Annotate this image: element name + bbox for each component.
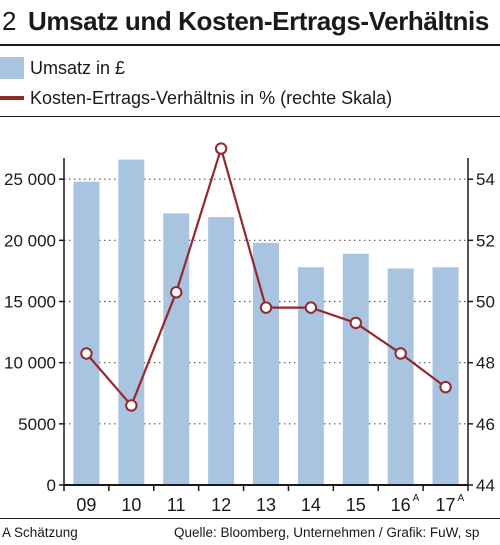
y-left-tick-label: 10 000 (4, 354, 56, 373)
bar (118, 159, 145, 486)
x-tick-label: 12 (211, 495, 231, 515)
legend-bar-swatch (0, 57, 24, 79)
x-tick-label: 09 (76, 495, 96, 515)
legend-divider (0, 116, 500, 117)
x-tick-label: 15 (346, 495, 366, 515)
bar (432, 267, 459, 485)
combo-chart: 0 5000 10 000 15 000 20 000 25 000 44 46 48 50 52 5… (4, 142, 495, 515)
legend-line-series: Kosten-Ertrags-Verhältnis in % (rechte S… (0, 84, 392, 112)
x-tick-superscript: A (413, 493, 420, 504)
legend-bar-label: Umsatz in £ (30, 57, 126, 78)
bar (253, 242, 279, 485)
legend-bar-series: Umsatz in £ (0, 54, 125, 82)
y-left-tick-label: 0 (47, 476, 56, 495)
legend-line-swatch (0, 96, 24, 100)
line-point (349, 316, 362, 330)
x-tick-label: 13 (256, 495, 276, 515)
line-point (394, 347, 407, 360)
x-tick-superscript: A (458, 493, 465, 504)
figure-title: Umsatz und Kosten-Ertrags-Verhältnis (28, 6, 489, 36)
footnote: A Schätzung (2, 525, 78, 540)
figure-number: 2 (2, 6, 17, 36)
axes (59, 158, 473, 491)
y-right-tick-label: 52 (476, 231, 495, 250)
x-tick-label: 16 (391, 495, 411, 515)
figure-header: 2 Umsatz und Kosten-Ertrags-Verhältnis (0, 0, 500, 46)
line-point (170, 286, 183, 299)
bar (73, 181, 100, 485)
bar (163, 213, 190, 486)
line-point (259, 301, 273, 314)
line-point (214, 142, 228, 155)
header-divider (0, 44, 500, 46)
bar-series (73, 159, 459, 486)
x-tick-label: 14 (301, 495, 321, 515)
tick-labels: 0 5000 10 000 15 000 20 000 25 000 44 46 48 50 52 5… (4, 170, 495, 515)
legend-line-label: Kosten-Ertrags-Verhältnis in % (rechte S… (30, 87, 393, 108)
source-credit: Quelle: Bloomberg, Unternehmen / Grafik:… (174, 525, 480, 540)
y-left-tick-label: 20 000 (4, 231, 56, 250)
y-right-tick-label: 54 (476, 170, 495, 189)
y-right-tick-label: 50 (476, 293, 495, 312)
y-right-tick-label: 46 (476, 415, 495, 434)
bar (208, 217, 235, 485)
footer-divider (0, 518, 500, 519)
line-series (80, 142, 452, 412)
y-right-tick-label: 44 (476, 476, 495, 495)
x-tick-label: 10 (121, 495, 141, 515)
line-point (304, 301, 318, 314)
bar (342, 253, 369, 485)
y-left-tick-label: 5000 (18, 415, 56, 434)
line-point (439, 380, 452, 394)
x-tick-label: 17 (436, 495, 456, 515)
y-right-tick-label: 48 (476, 354, 495, 373)
y-left-tick-label: 15 000 (4, 293, 56, 312)
x-tick-label: 11 (167, 495, 186, 515)
bar (297, 267, 324, 485)
y-left-tick-label: 25 000 (4, 170, 56, 189)
bar (387, 268, 414, 485)
line-point (125, 399, 138, 412)
line-point (80, 347, 93, 360)
